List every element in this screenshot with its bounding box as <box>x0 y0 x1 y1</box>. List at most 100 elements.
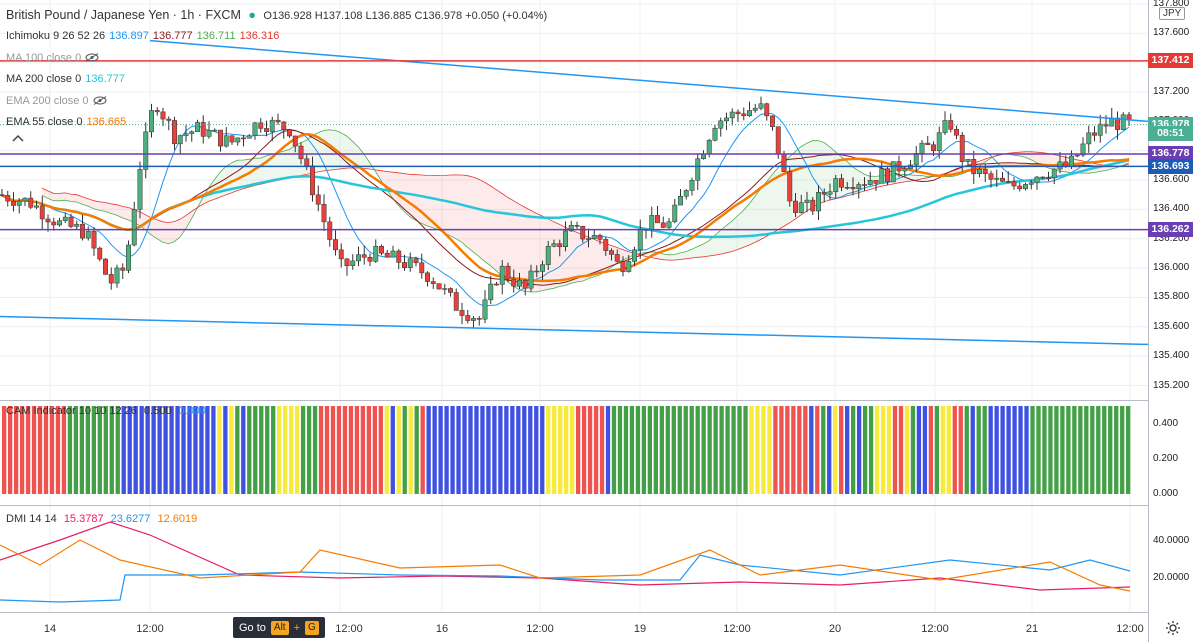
candle-body <box>793 200 798 213</box>
cam-bar <box>540 406 545 494</box>
cloud-segment <box>410 174 416 221</box>
cloud-segment <box>513 200 520 290</box>
pane-separator[interactable] <box>0 400 1148 401</box>
cam-bar <box>175 406 180 494</box>
cam-bar <box>868 406 874 494</box>
candle-body <box>361 254 367 258</box>
cam-bar <box>922 406 928 494</box>
cam-bar <box>223 406 228 494</box>
cam-bar <box>839 406 844 494</box>
candle-body <box>195 122 200 132</box>
cloud-segment <box>732 215 738 252</box>
cloud-segment <box>105 202 111 214</box>
cam-bar <box>91 406 96 494</box>
cam-bar <box>617 406 623 494</box>
cam-bar <box>121 406 126 494</box>
candle-body <box>833 178 839 193</box>
candle-body <box>430 281 436 284</box>
indicator-value: 136.316 <box>239 30 280 42</box>
symbol-legend[interactable]: British Pound / Japanese Yen · 1h · FXCM… <box>6 8 551 22</box>
candle-body <box>402 262 407 268</box>
cam-bar <box>1078 406 1083 494</box>
cam-bar <box>1072 406 1077 494</box>
candle-body <box>177 135 183 145</box>
candle-body <box>821 192 827 195</box>
candle-body <box>57 220 62 226</box>
price-tick: 136.600 <box>1153 174 1190 186</box>
cam-bar <box>1054 406 1059 494</box>
cloud-segment <box>260 155 267 185</box>
settings-gear-icon[interactable] <box>1165 620 1181 636</box>
indicator-legend-row[interactable]: MA 100 close 0 <box>6 52 99 64</box>
indicator-legend-row[interactable]: EMA 200 close 0 <box>6 95 107 107</box>
candle-body <box>149 110 154 133</box>
candle-body <box>304 158 310 167</box>
indicator-value: 136.711 <box>196 30 236 42</box>
cloud-segment <box>582 234 589 282</box>
cam-bar <box>988 406 993 494</box>
hidden-eye-icon[interactable] <box>93 96 107 106</box>
cam-bar <box>372 406 377 494</box>
cam-legend[interactable]: CAM Indicator 10 10 12 26 0.500 0.000 <box>6 405 210 417</box>
cloud-segment <box>778 162 784 230</box>
candle-body <box>672 204 678 223</box>
candle-body <box>879 168 885 184</box>
currency-label[interactable]: JPY <box>1159 7 1186 20</box>
pane-separator <box>0 612 1148 613</box>
cam-bar <box>456 406 461 494</box>
cam-bar <box>181 406 186 494</box>
indicator-legend-row[interactable]: MA 200 close 0 136.777 <box>6 73 129 85</box>
cloud-segment <box>438 175 445 234</box>
cloud-segment <box>99 201 106 212</box>
cam-bar <box>504 406 509 494</box>
candle-body <box>11 200 16 206</box>
cam-bar <box>55 406 61 494</box>
cloud-segment <box>404 173 410 217</box>
price-tick: 136.000 <box>1153 262 1190 274</box>
candle-body <box>246 135 252 139</box>
cam-bar <box>1042 406 1047 494</box>
cloud-segment <box>473 177 479 257</box>
cam-value-1: 0.500 <box>143 405 172 417</box>
go-to-button[interactable]: Go to Alt + G <box>233 617 325 638</box>
horizontal-levels[interactable] <box>0 39 1149 346</box>
cam-bar <box>396 406 401 494</box>
indicator-legend-row[interactable]: Ichimoku 9 26 52 26 136.897 136.777 136.711… <box>6 30 283 42</box>
collapse-legend-icon[interactable] <box>11 132 25 144</box>
cam-bar <box>803 406 808 494</box>
cloud-segment <box>450 174 456 239</box>
price-tag: 08:51 <box>1148 125 1193 141</box>
cloud-segment <box>185 211 192 229</box>
cam-tick: 0.200 <box>1153 453 1179 464</box>
candle-body <box>655 215 660 224</box>
cam-bar <box>271 406 276 494</box>
candle-body <box>666 221 672 228</box>
candle-body <box>160 111 166 120</box>
cloud-segment <box>841 156 847 198</box>
cam-bar <box>378 406 383 494</box>
hidden-eye-icon[interactable] <box>85 53 99 63</box>
candle-body <box>45 218 51 223</box>
candle-body <box>913 153 919 166</box>
cam-bar <box>946 406 951 494</box>
candle-body <box>51 221 57 226</box>
candle-body <box>942 120 948 133</box>
pane-separator[interactable] <box>0 505 1148 506</box>
cloud-segment <box>174 219 180 242</box>
candle-body <box>476 318 482 320</box>
cloud-segment <box>479 179 485 262</box>
candle-body <box>1034 176 1040 184</box>
candle-body <box>34 205 39 208</box>
indicator-value: 136.897 <box>109 30 149 42</box>
price-tick: 137.200 <box>1153 86 1190 98</box>
candle-body <box>131 209 137 246</box>
cam-bar <box>348 406 354 494</box>
dmi-legend[interactable]: DMI 14 14 15.3787 23.6277 12.6019 <box>6 513 201 525</box>
candle-body <box>1115 117 1120 130</box>
cam-bar <box>79 406 85 494</box>
candle-body <box>787 171 793 202</box>
indicator-legend-row[interactable]: EMA 55 close 0 136.665 <box>6 116 130 128</box>
candle-body <box>752 107 758 111</box>
candle-body <box>223 135 229 147</box>
